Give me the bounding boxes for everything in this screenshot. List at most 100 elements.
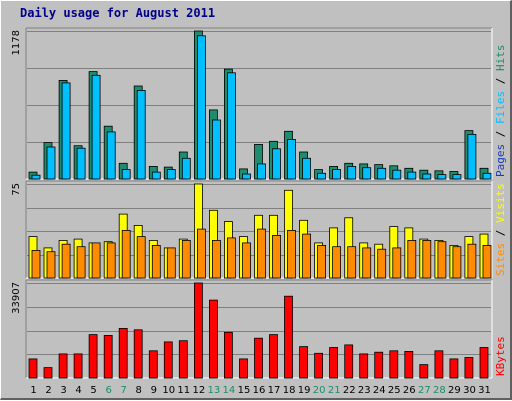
side-legend: KBytes: [494, 336, 507, 376]
bar-files-day-1: [31, 174, 41, 180]
x-tick-day-18: 18: [283, 385, 296, 396]
x-tick-day-6: 6: [106, 385, 112, 396]
panel-hits_files_pages: 1178 Pages / Files / Hits: [11, 27, 507, 180]
y-max-label: 33907: [11, 282, 22, 314]
x-tick-day-14: 14: [223, 385, 236, 396]
bar-kbytes-day-22: [344, 344, 354, 379]
bar-sites-day-9: [151, 244, 161, 279]
bar-kbytes-day-15: [239, 358, 248, 379]
x-tick-day-17: 17: [268, 385, 281, 396]
chart-title: Daily usage for August 2011: [20, 6, 216, 20]
bar-files-day-14: [226, 72, 236, 180]
bar-kbytes-day-19: [299, 346, 309, 379]
bar-sites-day-2: [46, 251, 56, 279]
x-tick-day-8: 8: [136, 385, 142, 396]
bar-sites-day-12: [196, 228, 206, 279]
bar-sites-day-14: [226, 237, 236, 279]
bar-kbytes-day-5: [88, 334, 98, 379]
bar-kbytes-day-25: [389, 350, 399, 379]
bar-sites-day-7: [121, 229, 131, 279]
bar-files-day-6: [106, 131, 116, 180]
bar-sites-day-24: [377, 248, 387, 279]
bar-sites-day-19: [302, 233, 312, 279]
x-tick-day-16: 16: [253, 385, 266, 396]
bar-files-day-19: [302, 157, 312, 180]
x-tick-day-21: 21: [328, 385, 341, 396]
bar-sites-day-5: [91, 242, 101, 279]
x-tick-day-19: 19: [298, 385, 311, 396]
bar-files-day-9: [151, 171, 161, 180]
bar-sites-day-15: [242, 242, 251, 279]
bar-sites-day-22: [347, 246, 357, 279]
bar-files-day-30: [467, 133, 477, 180]
bar-sites-day-31: [482, 244, 492, 279]
bar-kbytes-day-23: [359, 353, 369, 379]
bar-files-day-25: [392, 169, 402, 180]
bar-sites-day-20: [317, 244, 327, 279]
bar-kbytes-day-27: [419, 364, 429, 379]
bar-sites-day-23: [362, 247, 372, 279]
bar-files-day-22: [347, 165, 357, 180]
bar-kbytes-day-26: [404, 350, 414, 379]
x-tick-day-9: 9: [151, 385, 157, 396]
bar-sites-day-16: [257, 228, 266, 279]
bar-files-day-11: [181, 157, 191, 180]
bar-kbytes-day-17: [269, 334, 278, 379]
bar-kbytes-day-31: [479, 347, 489, 379]
bar-sites-day-18: [287, 229, 296, 279]
x-tick-day-22: 22: [343, 385, 356, 396]
x-tick-day-31: 31: [478, 385, 491, 396]
bar-kbytes-day-21: [329, 347, 339, 379]
bar-kbytes-day-6: [103, 334, 113, 379]
x-tick-day-2: 2: [45, 385, 51, 396]
bar-files-day-17: [272, 148, 281, 180]
bar-kbytes-day-24: [374, 351, 384, 379]
bar-sites-day-27: [422, 239, 432, 279]
bar-kbytes-day-18: [284, 295, 293, 379]
x-tick-day-27: 27: [418, 385, 431, 396]
bar-files-day-20: [317, 172, 327, 180]
x-tick-day-25: 25: [388, 385, 401, 396]
bar-kbytes-day-1: [28, 358, 38, 379]
side-legend: Sites / Visits: [494, 183, 507, 276]
bar-files-day-21: [332, 169, 342, 180]
bar-files-day-10: [166, 169, 176, 180]
bar-files-day-4: [76, 147, 86, 180]
x-tick-day-12: 12: [193, 385, 206, 396]
x-tick-day-13: 13: [208, 385, 221, 396]
bar-files-day-31: [482, 172, 492, 180]
bar-files-day-13: [211, 119, 221, 180]
bar-files-day-27: [422, 173, 432, 180]
bar-files-day-5: [91, 74, 101, 180]
legend-visits: Visits: [494, 183, 507, 223]
y-max-label: 75: [11, 183, 22, 196]
x-tick-day-28: 28: [433, 385, 446, 396]
legend-separator: /: [494, 124, 507, 144]
bar-kbytes-day-7: [118, 327, 128, 379]
bar-sites-day-13: [211, 239, 221, 279]
x-tick-day-3: 3: [60, 385, 66, 396]
bar-sites-day-17: [272, 234, 281, 279]
bar-kbytes-day-2: [43, 367, 53, 379]
y-max-label: 1178: [11, 30, 22, 55]
bar-sites-day-30: [467, 243, 477, 279]
x-tick-day-7: 7: [121, 385, 127, 396]
bar-files-day-12: [196, 35, 206, 180]
bar-kbytes-day-28: [434, 350, 444, 379]
bar-files-day-23: [362, 167, 372, 180]
bar-sites-day-6: [106, 242, 116, 279]
bar-sites-day-11: [181, 239, 191, 279]
bar-kbytes-day-3: [58, 353, 68, 379]
bar-files-day-24: [377, 167, 387, 180]
side-legend: Pages / Files / Hits: [494, 45, 507, 178]
x-tick-day-1: 1: [30, 385, 36, 396]
x-tick-day-20: 20: [313, 385, 326, 396]
x-tick-day-23: 23: [358, 385, 371, 396]
bar-sites-day-25: [392, 247, 402, 279]
legend-separator: /: [494, 71, 507, 91]
bar-files-day-28: [437, 174, 447, 180]
bar-sites-day-8: [136, 236, 146, 279]
bar-kbytes-day-4: [73, 353, 83, 379]
bar-kbytes-day-12: [193, 282, 203, 379]
